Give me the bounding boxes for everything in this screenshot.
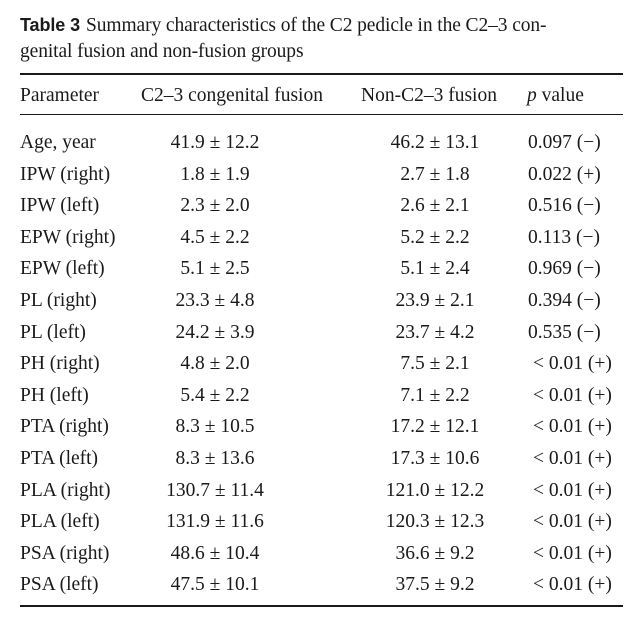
cell-p-value: < 0.01 (+)	[533, 353, 612, 375]
header-parameter: Parameter	[20, 85, 100, 106]
cell-fusion: 1.8 ± 1.9	[180, 163, 250, 185]
cell-nonfusion: 2.6 ± 2.1	[400, 195, 470, 217]
cell-fusion: 48.6 ± 10.4	[170, 542, 260, 564]
cell-nonfusion: 46.2 ± 13.1	[390, 132, 480, 153]
table-row: IPW (right) 1.8 ± 1.9 2.7 ± 1.8 0.022 (+…	[0, 159, 637, 191]
header-p-value: p value	[527, 84, 584, 108]
cell-nonfusion: 37.5 ± 9.2	[395, 574, 475, 596]
cell-fusion: 41.9 ± 12.2	[170, 132, 260, 153]
cell-parameter: PTA (left)	[20, 448, 99, 469]
table-row: EPW (right) 4.5 ± 2.2 5.2 ± 2.2 0.113 (−…	[0, 222, 637, 254]
table-row: PH (right) 4.8 ± 2.0 7.5 ± 2.1 < 0.01 (+…	[0, 348, 637, 380]
table-row: PL (right) 23.3 ± 4.8 23.9 ± 2.1 0.394 (…	[0, 285, 637, 317]
cell-nonfusion: 120.3 ± 12.3	[385, 511, 485, 533]
cell-fusion: 4.5 ± 2.2	[180, 226, 250, 248]
cell-nonfusion: 2.7 ± 1.8	[400, 163, 470, 185]
header-p-rest: value	[536, 85, 584, 106]
table-caption: Table 3 Summary characteristics of the C2…	[20, 12, 630, 65]
cell-fusion: 5.1 ± 2.5	[180, 258, 250, 280]
cell-fusion: 47.5 ± 10.1	[170, 574, 260, 596]
table-row: PTA (right) 8.3 ± 10.5 17.2 ± 12.1 < 0.0…	[0, 411, 637, 443]
table-row: PSA (right) 48.6 ± 10.4 36.6 ± 9.2 < 0.0…	[0, 538, 637, 570]
cell-nonfusion: 23.7 ± 4.2	[395, 321, 475, 343]
cell-nonfusion: 17.2 ± 12.1	[390, 416, 480, 438]
cell-parameter: PH (left)	[20, 384, 89, 406]
table-header-rule	[20, 114, 623, 115]
table-row: IPW (left) 2.3 ± 2.0 2.6 ± 2.1 0.516 (−)	[0, 190, 637, 222]
table-row: PTA (left) 8.3 ± 13.6 17.3 ± 10.6 < 0.01…	[0, 443, 637, 475]
cell-parameter: EPW (left)	[20, 258, 105, 280]
cell-nonfusion: 121.0 ± 12.2	[385, 479, 485, 501]
table-row: Age, year 41.9 ± 12.2 46.2 ± 13.1 0.097 …	[0, 127, 637, 159]
cell-nonfusion: 17.3 ± 10.6	[390, 448, 480, 469]
table-row: PSA (left) 47.5 ± 10.1 37.5 ± 9.2 < 0.01…	[0, 569, 637, 601]
cell-fusion: 4.8 ± 2.0	[180, 353, 250, 375]
table-row: PLA (left) 131.9 ± 11.6 120.3 ± 12.3 < 0…	[0, 506, 637, 538]
cell-p-value: < 0.01 (+)	[533, 448, 612, 469]
cell-nonfusion: 5.1 ± 2.4	[400, 258, 470, 280]
cell-p-value: < 0.01 (+)	[533, 542, 612, 564]
cell-fusion: 2.3 ± 2.0	[180, 195, 250, 217]
cell-nonfusion: 7.1 ± 2.2	[400, 384, 470, 406]
cell-p-value: 0.097 (−)	[528, 132, 601, 153]
table-row: PH (left) 5.4 ± 2.2 7.1 ± 2.2 < 0.01 (+)	[0, 380, 637, 412]
cell-parameter: PSA (left)	[20, 574, 99, 596]
cell-p-value: < 0.01 (+)	[533, 574, 612, 596]
cell-p-value: 0.113 (−)	[528, 226, 601, 248]
cell-fusion: 130.7 ± 11.4	[166, 479, 264, 501]
cell-fusion: 23.3 ± 4.8	[175, 290, 255, 311]
table-row: EPW (left) 5.1 ± 2.5 5.1 ± 2.4 0.969 (−)	[0, 253, 637, 285]
cell-parameter: PH (right)	[20, 353, 100, 375]
header-nonfusion: Non-C2–3 fusion	[361, 85, 497, 106]
cell-fusion: 8.3 ± 13.6	[175, 448, 255, 469]
cell-parameter: PLA (left)	[20, 511, 100, 533]
cell-nonfusion: 7.5 ± 2.1	[400, 353, 470, 375]
cell-parameter: Age, year	[20, 132, 96, 153]
cell-p-value: 0.022 (+)	[528, 163, 601, 185]
cell-fusion: 24.2 ± 3.9	[175, 321, 255, 343]
table-label: Table 3	[20, 15, 80, 35]
caption-text-line2: genital fusion and non-fusion groups	[20, 41, 304, 62]
cell-p-value: 0.394 (−)	[528, 290, 601, 311]
header-fusion: C2–3 congenital fusion	[141, 85, 323, 106]
caption-text-line1: Summary characteristics of the C2 pedicl…	[86, 15, 547, 36]
cell-nonfusion: 36.6 ± 9.2	[395, 542, 475, 564]
cell-p-value: < 0.01 (+)	[533, 511, 612, 533]
cell-fusion: 8.3 ± 10.5	[175, 416, 255, 438]
cell-p-value: < 0.01 (+)	[533, 384, 612, 406]
cell-fusion: 5.4 ± 2.2	[180, 384, 250, 406]
cell-p-value: 0.969 (−)	[528, 258, 601, 280]
cell-parameter: EPW (right)	[20, 226, 116, 248]
table-top-rule	[20, 73, 623, 75]
header-p-italic: p	[527, 85, 537, 106]
cell-parameter: IPW (right)	[20, 163, 111, 185]
cell-nonfusion: 23.9 ± 2.1	[395, 290, 475, 311]
cell-nonfusion: 5.2 ± 2.2	[400, 226, 470, 248]
table-row: PLA (right) 130.7 ± 11.4 121.0 ± 12.2 < …	[0, 475, 637, 507]
cell-parameter: PL (right)	[20, 290, 97, 311]
cell-parameter: PLA (right)	[20, 479, 111, 501]
cell-parameter: PSA (right)	[20, 542, 110, 564]
cell-parameter: PL (left)	[20, 321, 86, 343]
cell-p-value: < 0.01 (+)	[533, 479, 612, 501]
cell-p-value: < 0.01 (+)	[533, 416, 612, 438]
cell-p-value: 0.516 (−)	[528, 195, 601, 217]
table-row: PL (left) 24.2 ± 3.9 23.7 ± 4.2 0.535 (−…	[0, 317, 637, 349]
cell-fusion: 131.9 ± 11.6	[166, 511, 264, 533]
table-bottom-rule	[20, 605, 623, 607]
cell-parameter: PTA (right)	[20, 416, 109, 438]
cell-p-value: 0.535 (−)	[528, 321, 601, 343]
cell-parameter: IPW (left)	[20, 195, 100, 217]
